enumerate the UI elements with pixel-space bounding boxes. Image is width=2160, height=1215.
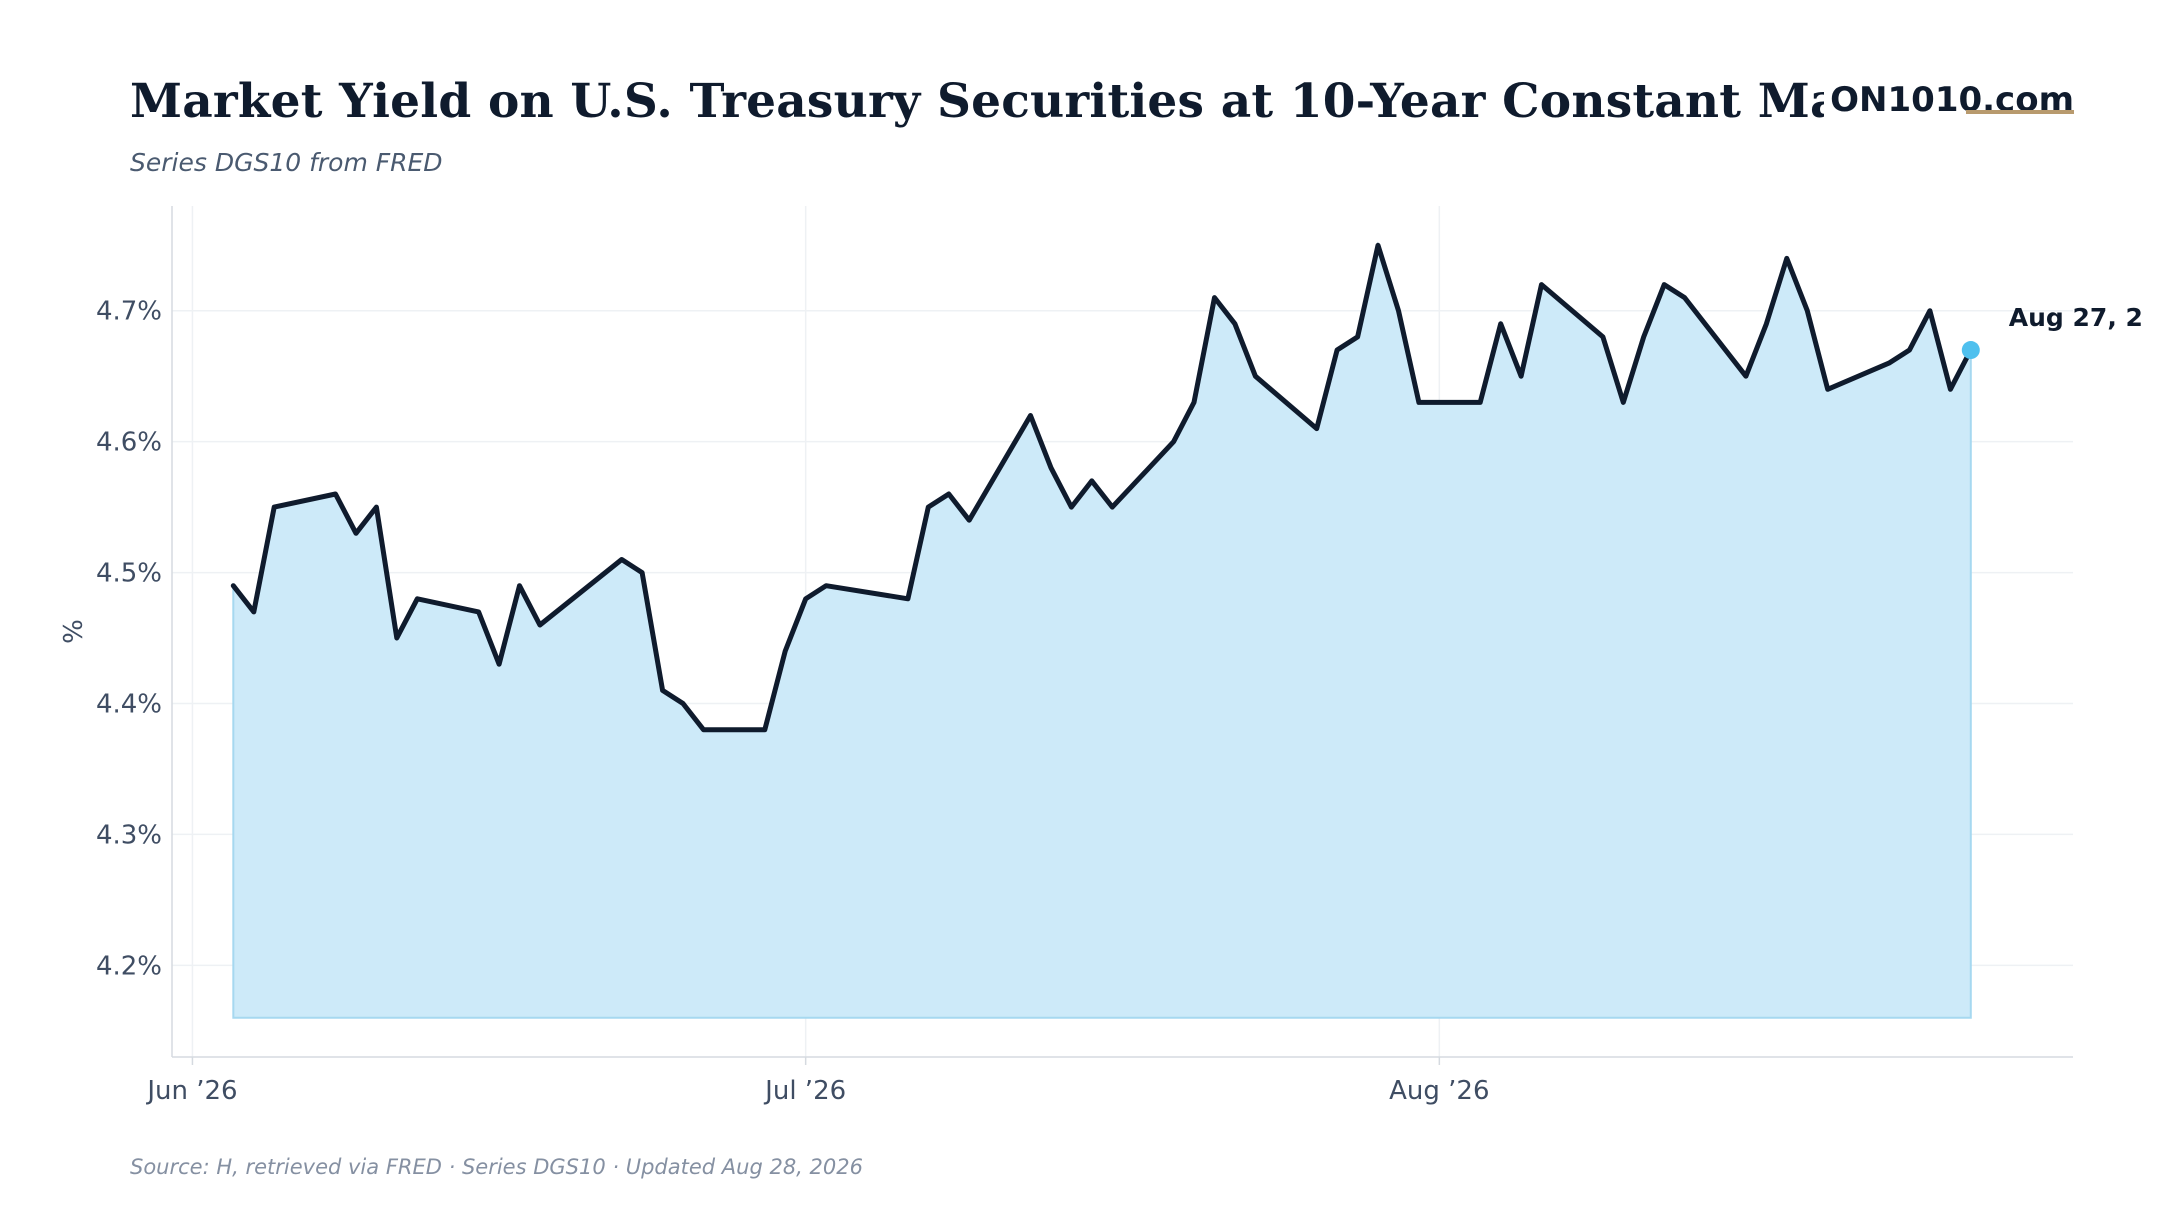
y-axis-label: % [59, 619, 89, 644]
logo-underline [1966, 110, 2074, 114]
end-point-label: Aug 27, 2 [2009, 303, 2143, 332]
axis-layer [171, 206, 2073, 1065]
source-note: Source: H, retrieved via FRED · Series D… [130, 1155, 863, 1179]
y-tick-label: 4.6% [96, 428, 162, 458]
page-title: Market Yield on U.S. Treasury Securities… [130, 74, 1990, 129]
series-line [230, 242, 1974, 733]
label-layer: 4.2% 4.3% 4.4% 4.5% 4.6% 4.7% Jun ’26 Jul ’26 Au… [59, 297, 2143, 1106]
y-tick-label: 4.4% [96, 690, 162, 720]
y-tick-label: 4.2% [96, 951, 162, 981]
y-tick-label: 4.3% [96, 820, 162, 850]
x-tick-label: Aug ’26 [1389, 1076, 1489, 1106]
area-layer [230, 241, 1980, 1019]
y-tick-label: 4.5% [96, 559, 162, 589]
series-area-fill [232, 241, 1972, 1019]
end-point-marker [1961, 341, 1980, 360]
y-tick-label: 4.7% [96, 297, 162, 327]
x-tick-label: Jul ’26 [763, 1076, 846, 1106]
page-subtitle: Series DGS10 from FRED [130, 148, 443, 177]
x-tick-label: Jun ’26 [145, 1076, 237, 1106]
